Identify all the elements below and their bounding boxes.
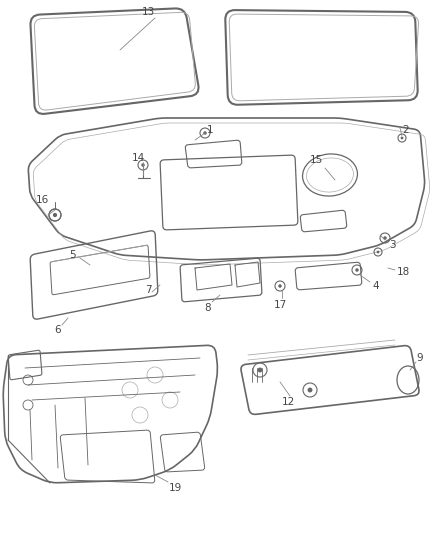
Circle shape (53, 213, 57, 217)
Text: 19: 19 (168, 483, 182, 493)
Text: 1: 1 (207, 125, 213, 135)
Circle shape (377, 251, 379, 253)
Circle shape (203, 131, 207, 135)
Text: 4: 4 (373, 281, 379, 291)
Text: 7: 7 (145, 285, 151, 295)
Circle shape (355, 268, 359, 272)
Text: 14: 14 (131, 153, 145, 163)
Text: 18: 18 (396, 267, 410, 277)
Circle shape (307, 387, 312, 392)
Text: 9: 9 (417, 353, 423, 363)
Circle shape (383, 236, 387, 240)
Text: 2: 2 (403, 125, 410, 135)
Circle shape (258, 368, 262, 373)
Text: 17: 17 (273, 300, 286, 310)
Text: 5: 5 (69, 250, 75, 260)
Text: 3: 3 (389, 240, 396, 250)
Circle shape (278, 284, 282, 288)
Text: 15: 15 (309, 155, 323, 165)
Text: 12: 12 (281, 397, 295, 407)
Text: 8: 8 (205, 303, 211, 313)
Text: 6: 6 (55, 325, 61, 335)
Circle shape (401, 136, 403, 140)
Circle shape (141, 163, 145, 167)
Text: 13: 13 (141, 7, 155, 17)
Text: 16: 16 (35, 195, 49, 205)
